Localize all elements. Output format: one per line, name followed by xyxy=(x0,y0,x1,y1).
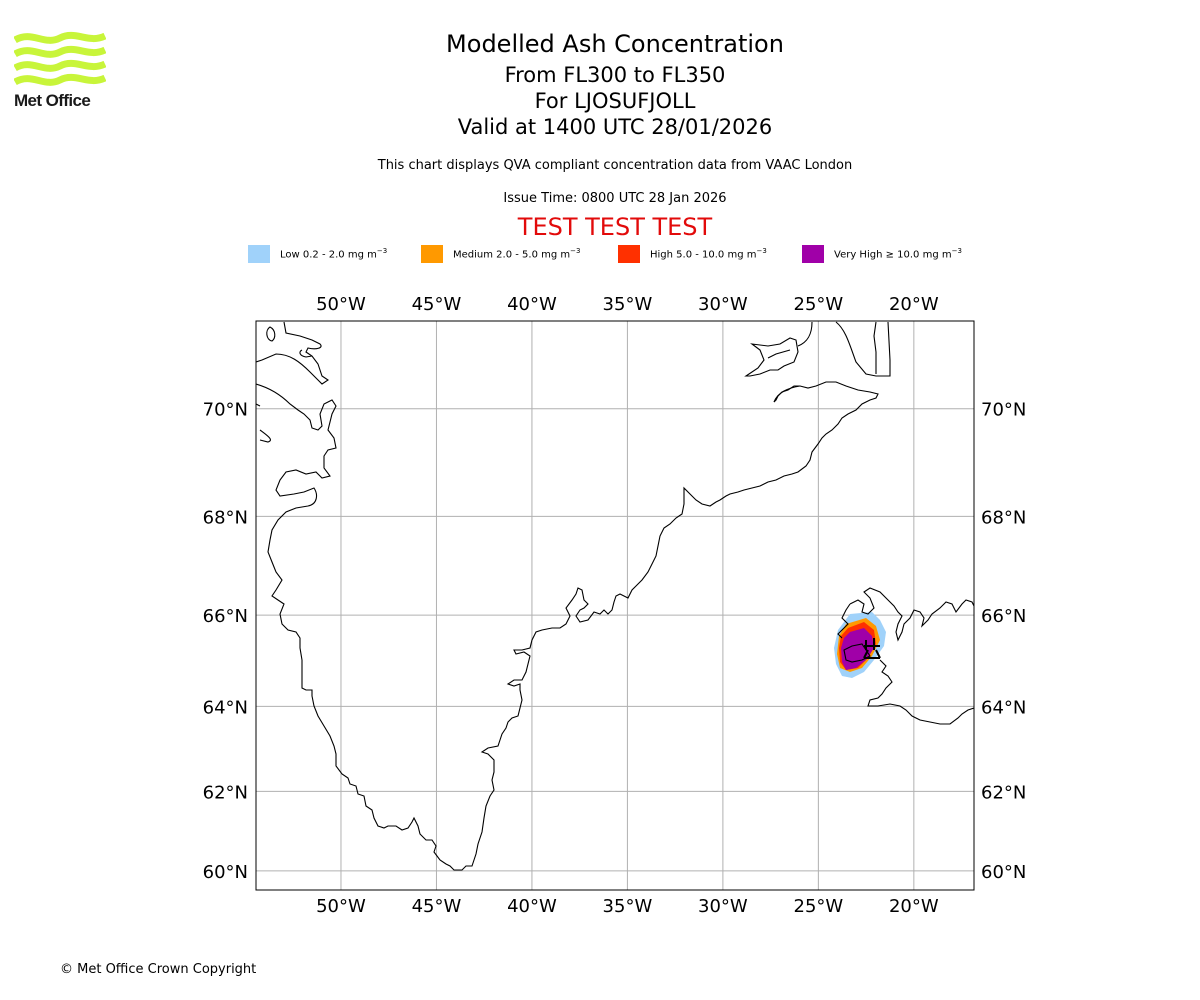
lat-tick-label-right: 68°N xyxy=(981,507,1026,528)
ash-area-very-high xyxy=(841,628,874,670)
legend-item-low: Low 0.2 - 2.0 mg m−3 xyxy=(248,244,387,264)
test-banner: TEST TEST TEST xyxy=(517,213,713,241)
logo-wave xyxy=(13,73,107,86)
coastline xyxy=(767,349,791,359)
lon-tick-label-bottom: 20°W xyxy=(889,896,939,917)
legend-label-high: High 5.0 - 10.0 mg m−3 xyxy=(650,247,767,261)
lat-tick-label-right: 62°N xyxy=(981,782,1026,803)
chart-title: Modelled Ash Concentration xyxy=(446,30,784,58)
lon-tick-label-bottom: 45°W xyxy=(412,896,462,917)
gridlines xyxy=(256,321,974,890)
lon-tick-label-top: 25°W xyxy=(794,294,844,315)
met-office-logo xyxy=(13,30,107,112)
lon-tick-label-top: 50°W xyxy=(316,294,366,315)
logo-wave xyxy=(13,59,107,72)
lat-tick-label-left: 70°N xyxy=(203,400,248,421)
logo-waves-icon xyxy=(13,31,107,86)
coastline xyxy=(835,321,891,377)
valid-time: Valid at 1400 UTC 28/01/2026 xyxy=(457,115,773,139)
logo-wave xyxy=(13,45,107,58)
coastline xyxy=(867,659,974,725)
lat-tick-label-left: 64°N xyxy=(203,697,248,718)
logo-wave xyxy=(13,31,107,44)
lon-tick-label-bottom: 25°W xyxy=(794,896,844,917)
lon-tick-label-bottom: 35°W xyxy=(603,896,653,917)
axis-ticks: 50°W 50°W 45°W 45°W 40°W 40°W 35°W 35°W 30°W 30°W… xyxy=(203,294,1027,917)
lat-tick-label-right: 66°N xyxy=(981,606,1026,627)
coastline xyxy=(843,643,871,663)
coastline xyxy=(873,321,877,374)
legend-item-medium: Medium 2.0 - 5.0 mg m−3 xyxy=(421,244,580,264)
legend-swatch-very-high xyxy=(802,245,824,263)
coastline xyxy=(266,326,276,342)
coastline xyxy=(256,381,879,871)
coastline xyxy=(256,403,261,407)
legend-label-very-high: Very High ≥ 10.0 mg m−3 xyxy=(834,247,962,261)
coastline xyxy=(744,337,799,377)
lon-tick-label-bottom: 50°W xyxy=(316,896,366,917)
map-frame xyxy=(255,320,975,891)
legend-label-medium: Medium 2.0 - 5.0 mg m−3 xyxy=(453,247,581,261)
lat-tick-label-left: 60°N xyxy=(203,862,248,883)
coastline xyxy=(797,321,813,347)
lat-tick-label-right: 70°N xyxy=(981,400,1026,421)
lat-tick-label-right: 64°N xyxy=(981,697,1026,718)
lon-tick-label-top: 45°W xyxy=(412,294,462,315)
legend-swatch-low xyxy=(248,245,270,263)
coastlines xyxy=(256,321,974,871)
lon-tick-label-top: 40°W xyxy=(507,294,557,315)
qva-note: This chart displays QVA compliant concen… xyxy=(377,158,853,173)
lon-tick-label-bottom: 40°W xyxy=(507,896,557,917)
lat-tick-label-left: 66°N xyxy=(203,606,248,627)
volcano-name: For LJOSUFJOLL xyxy=(534,89,696,113)
coastline xyxy=(837,603,851,639)
legend-label-low: Low 0.2 - 2.0 mg m−3 xyxy=(280,247,388,261)
lat-tick-label-right: 60°N xyxy=(981,862,1026,883)
lat-tick-label-left: 68°N xyxy=(203,507,248,528)
coastline xyxy=(773,385,801,403)
logo-text: Met Office xyxy=(14,91,91,110)
issue-time: Issue Time: 0800 UTC 28 Jan 2026 xyxy=(503,191,727,206)
legend-swatch-high xyxy=(618,245,640,263)
coastline xyxy=(299,349,313,358)
volcano-marker xyxy=(863,638,881,659)
lon-tick-label-top: 35°W xyxy=(603,294,653,315)
legend-item-very-high: Very High ≥ 10.0 mg m−3 xyxy=(802,244,962,264)
coastline xyxy=(849,587,974,642)
lon-tick-label-top: 20°W xyxy=(889,294,939,315)
legend-swatch-medium xyxy=(421,245,443,263)
copyright: © Met Office Crown Copyright xyxy=(60,962,257,977)
lon-tick-label-bottom: 30°W xyxy=(698,896,748,917)
coastline xyxy=(256,321,329,385)
legend-item-high: High 5.0 - 10.0 mg m−3 xyxy=(618,244,767,264)
coastline xyxy=(259,429,271,443)
flight-level-range: From FL300 to FL350 xyxy=(504,63,726,87)
lat-tick-label-left: 62°N xyxy=(203,782,248,803)
lon-tick-label-top: 30°W xyxy=(698,294,748,315)
